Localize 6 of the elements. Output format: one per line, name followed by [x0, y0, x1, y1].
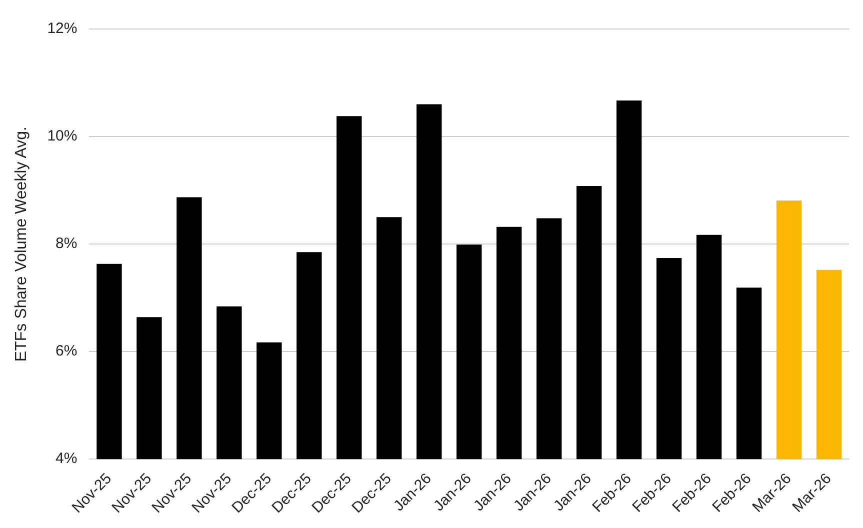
y-tick-label: 4%	[56, 450, 78, 468]
y-tick-label: 6%	[56, 342, 78, 360]
y-tick-label: 8%	[56, 235, 78, 252]
y-tick-label: 12%	[47, 20, 78, 38]
y-tick-label: 10%	[47, 128, 78, 145]
y-axis-title: ETFs Share Volume Weekly Avg.	[13, 126, 30, 362]
